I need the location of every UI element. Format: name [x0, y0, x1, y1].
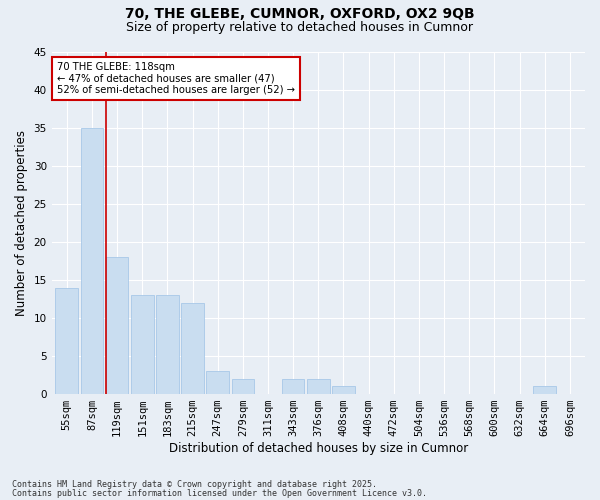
- Text: 70, THE GLEBE, CUMNOR, OXFORD, OX2 9QB: 70, THE GLEBE, CUMNOR, OXFORD, OX2 9QB: [125, 8, 475, 22]
- Text: Contains public sector information licensed under the Open Government Licence v3: Contains public sector information licen…: [12, 489, 427, 498]
- Bar: [533, 386, 556, 394]
- Bar: [232, 379, 254, 394]
- Bar: [55, 288, 78, 394]
- Bar: [282, 379, 304, 394]
- Y-axis label: Number of detached properties: Number of detached properties: [15, 130, 28, 316]
- Bar: [332, 386, 355, 394]
- Bar: [206, 371, 229, 394]
- Bar: [156, 295, 179, 394]
- X-axis label: Distribution of detached houses by size in Cumnor: Distribution of detached houses by size …: [169, 442, 468, 455]
- Bar: [106, 257, 128, 394]
- Bar: [131, 295, 154, 394]
- Bar: [307, 379, 329, 394]
- Bar: [181, 302, 204, 394]
- Text: Contains HM Land Registry data © Crown copyright and database right 2025.: Contains HM Land Registry data © Crown c…: [12, 480, 377, 489]
- Bar: [80, 128, 103, 394]
- Text: 70 THE GLEBE: 118sqm
← 47% of detached houses are smaller (47)
52% of semi-detac: 70 THE GLEBE: 118sqm ← 47% of detached h…: [57, 62, 295, 95]
- Text: Size of property relative to detached houses in Cumnor: Size of property relative to detached ho…: [127, 21, 473, 34]
